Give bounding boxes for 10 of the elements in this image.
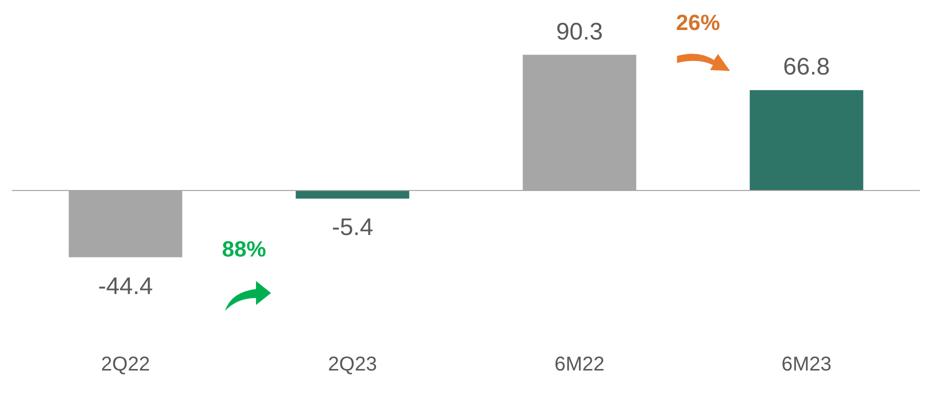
x-tick-label: 6M22 — [554, 354, 605, 376]
annotation: 88% — [222, 236, 266, 262]
data-label: 90.3 — [556, 18, 603, 46]
data-label: 66.8 — [783, 54, 830, 81]
data-label: -5.4 — [332, 214, 374, 242]
x-tick-label: 6M23 — [781, 354, 832, 376]
data-label: -44.4 — [98, 272, 153, 300]
x-tick-label: 2Q22 — [101, 354, 150, 376]
x-tick-label: 2Q23 — [328, 354, 377, 376]
text: 26% — [676, 10, 720, 36]
